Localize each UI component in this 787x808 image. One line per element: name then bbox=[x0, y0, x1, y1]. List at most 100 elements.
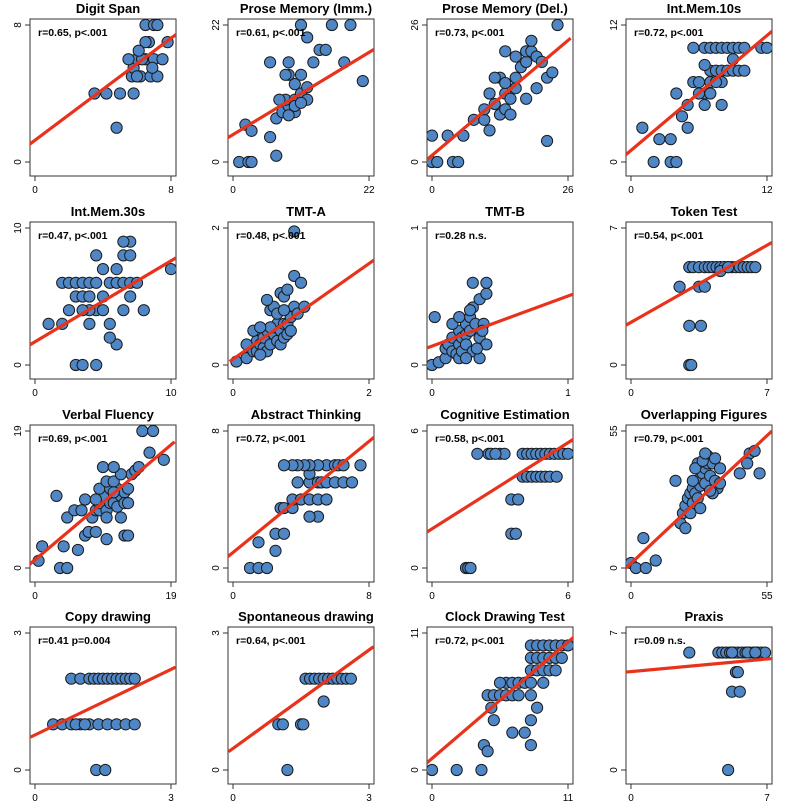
data-point bbox=[708, 452, 722, 465]
scatter-plot: Overlapping Figures r=0.79, p<.001 0 55 0 55 bbox=[609, 407, 773, 602]
data-point bbox=[281, 283, 294, 296]
data-point bbox=[524, 714, 538, 727]
data-point bbox=[480, 276, 493, 289]
data-point bbox=[61, 511, 74, 524]
data-point bbox=[307, 56, 320, 69]
data-point bbox=[254, 348, 267, 361]
regression-line bbox=[30, 440, 176, 567]
x-tick-label: 0 bbox=[429, 591, 435, 602]
data-point bbox=[297, 718, 310, 731]
data-point bbox=[480, 287, 493, 300]
data-point bbox=[499, 76, 512, 90]
data-point bbox=[499, 45, 512, 58]
y-tick-label: 19 bbox=[13, 425, 24, 437]
data-point bbox=[525, 34, 538, 47]
y-tick-label: 0 bbox=[211, 362, 222, 368]
data-point bbox=[294, 68, 308, 81]
data-point bbox=[277, 304, 291, 317]
data-point bbox=[143, 446, 156, 459]
data-point bbox=[127, 87, 140, 100]
data-point bbox=[483, 87, 496, 100]
plot-frame bbox=[29, 221, 177, 380]
x-tick-label: 0 bbox=[32, 591, 38, 602]
scatter-plot: Spontaneous drawing r=0.64, p<.001 0 3 0 3 bbox=[211, 609, 375, 804]
data-point bbox=[670, 155, 683, 169]
scatter-panel: TMT-A r=0.48, p<.001 0 2 0 2 bbox=[198, 203, 394, 403]
regression-line bbox=[626, 29, 772, 157]
plot-title: Spontaneous drawing bbox=[238, 609, 374, 624]
data-point bbox=[504, 92, 517, 105]
data-point bbox=[78, 718, 91, 731]
data-point bbox=[263, 130, 277, 144]
data-point bbox=[463, 304, 477, 317]
correlation-label: r=0.47, p<.001 bbox=[38, 230, 108, 242]
x-tick-label: 8 bbox=[168, 185, 174, 196]
data-point bbox=[57, 540, 70, 553]
data-point bbox=[107, 460, 120, 474]
data-point bbox=[520, 55, 533, 68]
x-tick-label: 0 bbox=[230, 185, 236, 196]
data-point bbox=[722, 763, 735, 777]
data-point bbox=[653, 133, 666, 146]
plot-frame bbox=[426, 626, 574, 785]
data-point bbox=[738, 64, 751, 77]
scatter-panel: Int.Mem.10s r=0.72, p<.001 0 12 0 12 bbox=[596, 0, 787, 200]
x-tick-label: 0 bbox=[230, 388, 236, 399]
data-point bbox=[550, 470, 563, 483]
data-point bbox=[704, 87, 717, 100]
data-point bbox=[694, 502, 707, 515]
data-point bbox=[639, 561, 652, 575]
x-tick-label: 0 bbox=[429, 185, 435, 196]
regression-line bbox=[228, 47, 374, 140]
data-point bbox=[452, 155, 465, 169]
scatter-panel: Prose Memory (Imm.) r=0.61, p<.001 0 22 0 22 bbox=[198, 0, 394, 200]
data-point bbox=[518, 726, 531, 739]
data-point bbox=[284, 324, 297, 337]
scatter-panel: Verbal Fluency r=0.69, p<.001 0 19 0 19 bbox=[0, 406, 196, 606]
correlation-label: r=0.58, p<.001 bbox=[435, 433, 505, 445]
data-point bbox=[692, 75, 706, 89]
data-point bbox=[89, 493, 102, 506]
scatter-plot: Token Test r=0.54, p<.001 0 7 0 7 bbox=[609, 204, 773, 399]
data-point bbox=[281, 763, 294, 777]
data-point bbox=[344, 672, 357, 685]
plot-frame bbox=[29, 424, 177, 583]
scatter-plot: Int.Mem.30s r=0.47, p<.001 0 10 0 10 bbox=[13, 204, 177, 399]
data-point bbox=[555, 651, 568, 665]
y-tick-label: 11 bbox=[410, 627, 421, 638]
data-point bbox=[673, 280, 686, 293]
data-point bbox=[137, 304, 150, 317]
data-point bbox=[685, 358, 698, 372]
data-point bbox=[276, 718, 289, 731]
data-point bbox=[254, 321, 267, 334]
correlation-label: r=0.41 p=0.004 bbox=[38, 635, 111, 647]
regression-line bbox=[228, 435, 374, 559]
data-point bbox=[687, 41, 700, 54]
data-point bbox=[689, 462, 702, 475]
regression-line bbox=[626, 240, 772, 327]
x-tick-label: 10 bbox=[165, 388, 177, 399]
plot-title: TMT-A bbox=[286, 204, 326, 219]
y-tick-label: 0 bbox=[410, 159, 421, 165]
data-point bbox=[90, 249, 103, 262]
regression-line bbox=[427, 635, 573, 765]
data-point bbox=[464, 561, 477, 575]
data-point bbox=[121, 529, 135, 542]
plot-frame bbox=[29, 626, 177, 785]
data-point bbox=[260, 293, 274, 307]
x-tick-label: 8 bbox=[366, 591, 372, 602]
plot-frame bbox=[426, 221, 574, 380]
regression-line bbox=[626, 656, 772, 674]
regression-line bbox=[30, 255, 176, 347]
scatter-plot: Abstract Thinking r=0.72, p<.001 0 8 0 8 bbox=[211, 407, 375, 602]
data-point bbox=[96, 263, 110, 276]
y-tick-label: 6 bbox=[410, 428, 421, 434]
correlation-label: r=0.72, p<.001 bbox=[236, 433, 306, 445]
y-tick-label: 2 bbox=[211, 225, 222, 231]
data-point bbox=[715, 98, 728, 112]
data-point bbox=[294, 96, 308, 109]
y-tick-label: 0 bbox=[609, 362, 620, 368]
data-point bbox=[683, 646, 696, 659]
data-point bbox=[99, 763, 112, 777]
scatter-panel: Prose Memory (Del.) r=0.73, p<.001 0 26 0 26 bbox=[397, 0, 593, 200]
